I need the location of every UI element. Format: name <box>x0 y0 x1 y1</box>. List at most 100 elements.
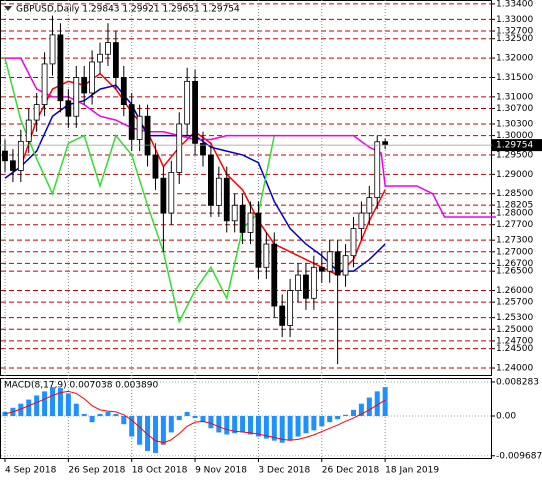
y-tick-label: 1.25000 <box>496 325 533 335</box>
y-tick-label: 1.33000 <box>496 15 533 25</box>
macd-bar <box>240 416 246 433</box>
x-tick-label: 18 Oct 2018 <box>132 466 188 476</box>
candle-body <box>239 204 246 233</box>
candle-body <box>271 243 278 307</box>
macd-bar <box>358 403 364 417</box>
y-tick-label: 1.27700 <box>496 220 533 230</box>
y-tick-label: 1.26700 <box>496 259 533 269</box>
macd-bar <box>129 416 135 437</box>
y-tick-label: 1.28205 <box>496 201 533 211</box>
candle-body <box>303 274 309 299</box>
macd-bar <box>73 403 79 417</box>
y-tick-label: 1.30000 <box>496 131 533 141</box>
candle-body <box>358 212 365 229</box>
y-tick-label: 1.29000 <box>496 170 533 180</box>
macd-panel <box>0 378 492 459</box>
macd-bar <box>145 416 151 451</box>
y-tick-label: 1.30300 <box>496 119 533 129</box>
current-price-label: 1.29754 <box>496 141 533 151</box>
macd-bar <box>366 397 372 417</box>
candle-body <box>17 140 24 171</box>
macd-bar <box>34 395 40 417</box>
y-tick-label: 1.29500 <box>496 150 533 160</box>
y-tick-label: 1.24000 <box>496 364 533 374</box>
candle-body <box>97 53 103 63</box>
macd-bar <box>271 416 277 441</box>
candle-body <box>208 154 214 206</box>
y-tick-label: 1.32000 <box>496 54 533 64</box>
y-tick-label: 0.00 <box>496 412 516 422</box>
macd-bar <box>81 413 87 417</box>
candle-body <box>136 115 143 140</box>
candle-body <box>120 77 127 105</box>
macd-bar <box>232 416 238 434</box>
candle-body <box>295 274 301 291</box>
macd-bar <box>200 416 206 423</box>
macd-bar <box>311 416 317 431</box>
x-tick-label: 18 Jan 2019 <box>385 466 439 476</box>
candle-body <box>247 212 254 233</box>
y-tick-label: 1.28000 <box>496 209 533 219</box>
macd-bar <box>65 393 71 417</box>
macd-bar <box>57 388 63 417</box>
macd-title: MACD(8,17,9) 0.007038 0.003890 <box>4 381 159 391</box>
indicator-line <box>4 57 276 324</box>
macd-bar <box>168 416 174 433</box>
y-tick-label: 1.28500 <box>496 189 533 199</box>
candle-body <box>184 80 191 125</box>
candle-body <box>200 142 206 156</box>
indicator-line <box>4 57 497 218</box>
x-tick-label: 9 Nov 2018 <box>195 466 247 476</box>
candle-body <box>65 100 72 117</box>
candle-body <box>192 80 198 144</box>
candle-body <box>144 115 151 156</box>
candle-body <box>176 123 183 173</box>
candle-body <box>279 305 286 326</box>
y-tick-label: 0.008283 <box>496 377 539 387</box>
x-tick-label: 3 Dec 2018 <box>258 466 310 476</box>
macd-bar <box>248 416 254 435</box>
x-tick-label: 4 Sep 2018 <box>5 466 57 476</box>
macd-bar <box>343 414 349 417</box>
y-tick-label: 1.25700 <box>496 298 533 308</box>
chart-title: GBPUSD,Daily 1.29843 1.29921 1.29651 1.2… <box>16 5 240 15</box>
candle-body <box>49 34 56 65</box>
candle-body <box>342 255 349 276</box>
macd-bar <box>327 416 333 423</box>
candle-body <box>366 197 373 214</box>
macd-bar <box>350 409 356 417</box>
candle-body <box>57 34 64 102</box>
candle-body <box>25 119 32 142</box>
macd-bar <box>192 416 198 419</box>
candle-body <box>334 251 341 276</box>
macd-bar <box>287 416 293 441</box>
macd-bar <box>42 391 48 417</box>
y-tick-label: 1.32700 <box>496 26 533 36</box>
current-price-box <box>492 139 542 152</box>
candle-body <box>152 154 159 179</box>
title-icon <box>4 6 12 11</box>
y-tick-label: 1.33400 <box>496 0 533 9</box>
macd-bar <box>224 416 230 435</box>
candle-body <box>73 77 80 117</box>
candle-body <box>168 171 175 214</box>
macd-bar <box>382 387 388 417</box>
y-tick-label: 1.26500 <box>496 267 533 277</box>
candle-body <box>160 177 167 214</box>
y-tick-label: 1.24700 <box>496 336 533 346</box>
signal-line <box>4 390 386 444</box>
y-tick-label: 1.27000 <box>496 247 533 257</box>
candle-body <box>81 77 88 94</box>
macd-bar <box>160 416 166 445</box>
macd-bar <box>97 413 103 417</box>
macd-bar <box>121 416 127 425</box>
macd-bar <box>303 416 309 434</box>
y-tick-label: 1.31000 <box>496 92 533 102</box>
candle-body <box>318 266 325 272</box>
candle-body <box>374 141 381 198</box>
candle-body <box>89 61 96 94</box>
candle-body <box>231 204 238 222</box>
y-tick-label: 1.25300 <box>496 313 533 323</box>
x-tick-label: 26 Sep 2018 <box>68 466 125 476</box>
